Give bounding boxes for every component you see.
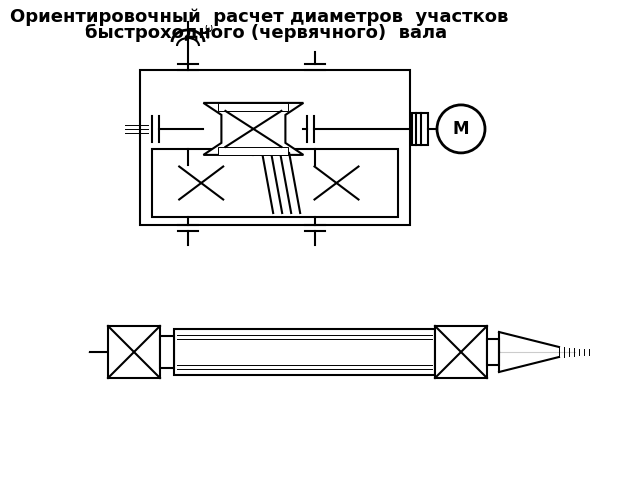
Text: М: М [452, 120, 469, 138]
Bar [108, 326, 160, 378]
Bar [218, 103, 289, 111]
Bar [218, 147, 289, 155]
Bar [412, 113, 428, 145]
Bar [435, 326, 487, 378]
Bar [140, 70, 410, 225]
Text: Т: Т [204, 31, 210, 41]
Text: быстроходного (червячного)  вала: быстроходного (червячного) вала [85, 24, 447, 42]
Bar [160, 336, 174, 368]
Bar [174, 329, 435, 375]
Text: ω: ω [204, 23, 212, 33]
Circle shape [437, 105, 485, 153]
Polygon shape [204, 103, 303, 155]
Text: Ориентировочный  расчет диаметров  участков: Ориентировочный расчет диаметров участко… [10, 8, 508, 26]
Bar [487, 339, 499, 365]
Bar [152, 149, 398, 217]
